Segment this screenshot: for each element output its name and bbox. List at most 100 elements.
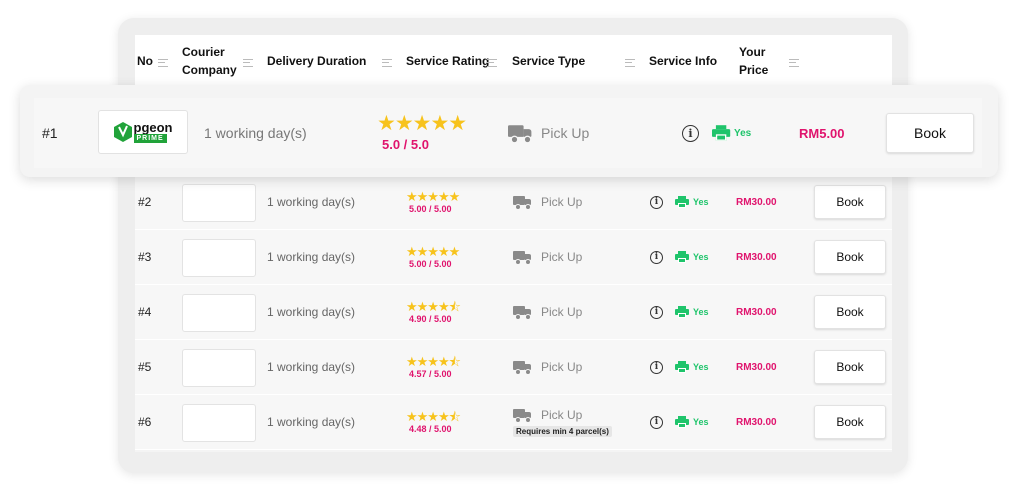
price: RM30.00 [736,196,777,208]
rating-value: 4.48 / 5.00 [409,424,452,434]
star-rating: ★★★★★ [406,189,460,204]
info-icon[interactable]: i [650,195,663,209]
printer-icon [675,251,689,263]
service-type: Pick Up [513,285,582,339]
star-rating: ★★★★⯪ [406,299,461,314]
service-type: Pick Up Requires min 4 parcel(s) [513,395,612,449]
star-rating: ★★★★⯪ [406,409,461,424]
book-button[interactable]: Book [814,185,886,219]
courier-logo [182,239,256,277]
logo-sub: PRIME [133,134,167,143]
rating-value: 4.57 / 5.00 [409,369,452,379]
row-number: #2 [138,195,152,209]
table-row[interactable]: #4 1 working day(s) ★★★★⯪ 4.90 / 5.00 Pi… [135,285,892,340]
service-rating: ★★★★⯪ 4.90 / 5.00 [406,285,461,339]
service-rating: ★★★★★ 5.00 / 5.00 [406,230,460,284]
truck-icon [513,196,532,210]
header-courier[interactable]: Courier Company [182,45,237,77]
rating-value: 5.0 / 5.0 [382,137,429,152]
table-row[interactable]: #2 1 working day(s) ★★★★★ 5.00 / 5.00 Pi… [135,175,892,230]
service-rating: ★★★★★ 5.00 / 5.00 [406,175,460,229]
printer-icon [675,306,689,318]
service-info: i [650,285,663,339]
delivery-duration: 1 working day(s) [267,305,356,319]
service-type: Pick Up [513,340,582,394]
star-rating: ★★★★★ [406,244,460,259]
star-rating: ★★★★⯪ [406,354,461,369]
info-icon[interactable]: i [650,415,663,429]
book-button[interactable]: Book [814,405,886,439]
row-number: #5 [138,360,152,374]
price: RM30.00 [736,361,777,373]
courier-logo [182,404,256,442]
sort-icon[interactable] [382,59,392,67]
printer-icon [675,196,689,208]
printer-status: Yes [675,340,709,394]
delivery-duration: 1 working day(s) [267,195,356,209]
table-row[interactable]: #5 1 working day(s) ★★★★⯪ 4.57 / 5.00 Pi… [135,340,892,395]
sort-icon[interactable] [789,59,799,67]
featured-row[interactable]: #1 pgeon PRIME 1 working day(s) ★★★★★ 5.… [34,98,982,168]
row-number: #3 [138,250,152,264]
price: RM30.00 [736,251,777,263]
service-info: i [650,340,663,394]
printer-status: Yes [675,230,709,284]
printer-status: Yes [712,98,751,168]
courier-logo [182,349,256,387]
table-header: No Courier Company Delivery Duration Serv… [135,35,892,87]
delivery-duration: 1 working day(s) [267,415,356,429]
service-rating: ★★★★★ 5.0 / 5.0 [377,112,467,152]
book-button[interactable]: Book [814,240,886,274]
rating-value: 4.90 / 5.00 [409,314,452,324]
info-icon[interactable]: i [682,124,699,142]
info-icon[interactable]: i [650,250,663,264]
table-row[interactable]: #6 1 working day(s) ★★★★⯪ 4.48 / 5.00 Pi… [135,395,892,450]
sort-icon[interactable] [625,59,635,67]
delivery-duration: 1 working day(s) [267,360,356,374]
truck-icon [513,361,532,375]
row-number: #6 [138,415,152,429]
header-type[interactable]: Service Type [512,54,586,68]
header-duration[interactable]: Delivery Duration [267,54,367,68]
service-type: Pick Up [513,175,582,229]
truck-icon [513,306,532,320]
price: RM30.00 [736,416,777,428]
header-info[interactable]: Service Info [649,54,718,68]
table-row[interactable]: #3 1 working day(s) ★★★★★ 5.00 / 5.00 Pi… [135,230,892,285]
price: RM30.00 [736,306,777,318]
service-rating: ★★★★⯪ 4.48 / 5.00 [406,395,461,449]
sort-icon[interactable] [487,59,497,67]
book-button[interactable]: Book [814,295,886,329]
printer-icon [712,125,731,141]
logo-text: pgeon [133,120,173,135]
info-icon[interactable]: i [650,305,663,319]
header-rating[interactable]: Service Rating [406,54,490,68]
printer-status: Yes [675,285,709,339]
courier-logo [182,294,256,332]
star-rating: ★★★★★ [377,112,467,135]
service-rating: ★★★★⯪ 4.57 / 5.00 [406,340,461,394]
printer-icon [675,416,689,428]
service-info: i [650,175,663,229]
price: RM5.00 [799,125,845,141]
row-number: #4 [138,305,152,319]
service-type: Pick Up [513,230,582,284]
printer-icon [675,361,689,373]
printer-status: Yes [675,175,709,229]
pigeon-logo-icon [113,122,132,142]
service-type: Pick Up [508,98,589,168]
header-no[interactable]: No [137,54,153,68]
service-note: Requires min 4 parcel(s) [513,425,612,437]
book-button[interactable]: Book [886,113,974,153]
sort-icon[interactable] [243,59,253,67]
rating-value: 5.00 / 5.00 [409,204,452,214]
book-button[interactable]: Book [814,350,886,384]
info-icon[interactable]: i [650,360,663,374]
row-number: #1 [42,125,58,141]
truck-icon [513,408,532,423]
printer-status: Yes [675,395,709,449]
sort-icon[interactable] [158,59,168,67]
service-info: i [682,98,699,168]
header-price[interactable]: Your Price [739,45,769,77]
courier-logo: pgeon PRIME [98,110,188,154]
